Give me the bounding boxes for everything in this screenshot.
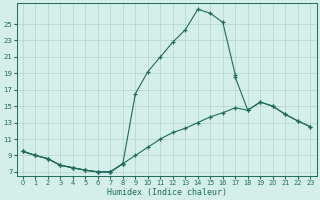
X-axis label: Humidex (Indice chaleur): Humidex (Indice chaleur) <box>107 188 227 197</box>
